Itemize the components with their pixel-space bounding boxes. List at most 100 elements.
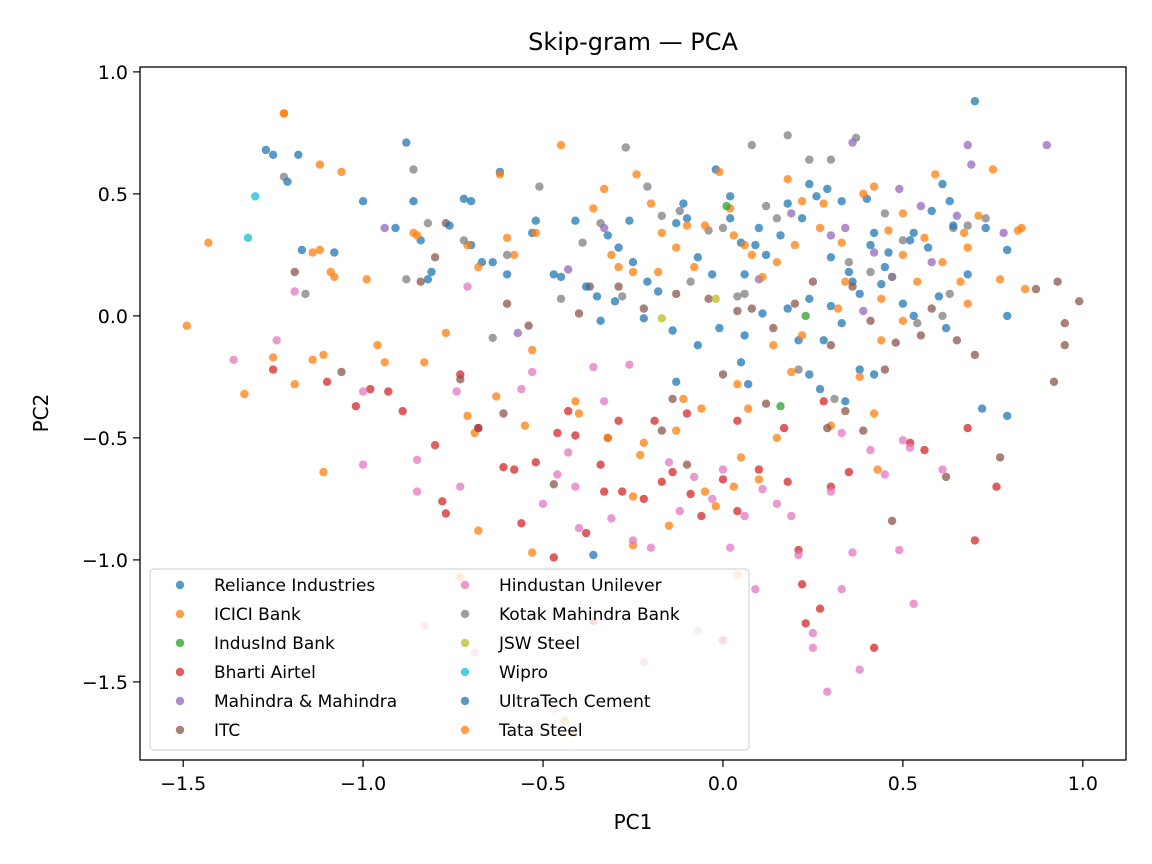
point-series-1-57 xyxy=(290,380,299,389)
point-series-6-32 xyxy=(787,511,796,521)
point-series-10-46 xyxy=(715,323,724,333)
point-series-6-34 xyxy=(808,628,818,638)
point-series-3-27 xyxy=(783,477,792,486)
point-series-10-4 xyxy=(445,221,454,230)
point-series-11-37 xyxy=(636,450,645,460)
y-axis: −1.5 −1.0 −0.5 0.0 0.5 1.0 xyxy=(82,62,140,694)
point-series-2-0 xyxy=(722,201,731,211)
point-series-0-19 xyxy=(682,214,692,223)
x-tick-label: −1.5 xyxy=(160,773,206,795)
point-series-6-19 xyxy=(607,514,616,523)
point-series-0-26 xyxy=(826,253,836,262)
point-series-7-17 xyxy=(733,292,742,301)
point-series-4-3 xyxy=(787,209,796,218)
point-series-11-8 xyxy=(632,170,641,179)
point-series-5-2 xyxy=(416,277,425,286)
point-series-0-2 xyxy=(294,150,303,159)
point-series-3-18 xyxy=(618,487,627,496)
point-series-3-20 xyxy=(657,477,666,486)
point-series-10-18 xyxy=(708,270,717,279)
point-series-11-35 xyxy=(697,404,706,413)
point-series-10-38 xyxy=(898,299,908,308)
point-series-1-54 xyxy=(679,394,688,404)
point-series-5-25 xyxy=(995,453,1005,462)
point-series-0-23 xyxy=(754,223,764,233)
point-series-10-24 xyxy=(805,179,814,189)
point-series-1-62 xyxy=(420,358,429,367)
point-series-3-0 xyxy=(268,365,278,374)
point-series-3-22 xyxy=(686,489,695,499)
point-series-3-45 xyxy=(571,431,580,440)
point-series-7-3 xyxy=(409,165,418,174)
point-series-7-16 xyxy=(718,223,728,233)
legend-label: JSW Steel xyxy=(498,634,580,654)
point-series-6-48 xyxy=(718,465,728,474)
point-series-11-51 xyxy=(787,367,796,377)
point-series-0-30 xyxy=(905,236,915,245)
point-series-11-38 xyxy=(603,433,612,443)
point-series-7-18 xyxy=(747,140,756,150)
point-series-10-9 xyxy=(571,216,580,225)
legend-label: UltraTech Cement xyxy=(499,692,651,712)
legend-label: Wipro xyxy=(499,663,548,683)
point-series-10-15 xyxy=(654,287,663,296)
point-series-7-33 xyxy=(945,289,954,299)
point-series-10-20 xyxy=(740,270,749,279)
point-series-11-19 xyxy=(841,277,850,286)
point-series-1-41 xyxy=(736,453,746,462)
point-series-1-0 xyxy=(204,238,213,247)
point-series-7-20 xyxy=(783,131,792,140)
point-series-5-23 xyxy=(952,336,962,345)
x-axis-label: PC1 xyxy=(614,810,653,834)
point-series-7-36 xyxy=(794,365,803,374)
point-series-5-33 xyxy=(887,516,897,526)
point-series-0-1 xyxy=(268,150,278,159)
point-series-5-20 xyxy=(891,338,900,347)
point-series-1-25 xyxy=(837,238,846,247)
point-series-11-39 xyxy=(571,397,580,406)
point-series-10-43 xyxy=(783,304,792,313)
point-series-7-40 xyxy=(556,294,566,303)
point-series-6-54 xyxy=(837,428,846,438)
point-series-4-10 xyxy=(952,211,962,220)
legend-marker xyxy=(460,725,470,735)
point-series-3-35 xyxy=(920,445,929,455)
point-series-1-17 xyxy=(672,243,681,252)
point-series-3-29 xyxy=(815,604,825,613)
point-series-7-21 xyxy=(805,155,814,164)
point-series-11-47 xyxy=(628,492,638,501)
point-series-3-4 xyxy=(384,387,393,396)
legend-label: Kotak Mahindra Bank xyxy=(499,605,680,625)
y-tick-label: 0.5 xyxy=(98,184,128,206)
point-series-11-23 xyxy=(913,277,922,286)
point-series-5-18 xyxy=(848,282,857,291)
legend-marker xyxy=(175,725,185,735)
point-series-1-12 xyxy=(556,140,566,150)
point-series-6-31 xyxy=(772,499,782,508)
point-series-7-24 xyxy=(851,133,861,142)
point-series-7-26 xyxy=(880,209,890,218)
point-series-6-18 xyxy=(600,397,609,406)
point-series-11-14 xyxy=(740,240,749,250)
point-series-10-45 xyxy=(740,331,749,340)
point-series-10-17 xyxy=(693,253,702,262)
x-tick-label: 1.0 xyxy=(1068,773,1098,795)
point-series-10-33 xyxy=(923,243,933,252)
point-series-11-42 xyxy=(463,411,472,421)
point-series-11-6 xyxy=(589,204,598,213)
point-series-4-14 xyxy=(967,160,976,169)
point-series-7-39 xyxy=(618,292,627,301)
legend-marker xyxy=(175,667,185,677)
point-series-1-53 xyxy=(639,438,648,447)
point-series-11-9 xyxy=(646,199,656,208)
point-series-10-47 xyxy=(693,341,702,350)
point-series-10-31 xyxy=(884,248,893,257)
point-series-7-12 xyxy=(643,182,652,191)
point-series-10-44 xyxy=(758,309,767,318)
point-series-5-21 xyxy=(916,331,926,340)
point-series-11-43 xyxy=(441,328,451,338)
point-series-6-11 xyxy=(528,367,537,377)
point-series-7-11 xyxy=(621,143,630,152)
point-series-11-13 xyxy=(729,231,738,240)
point-series-6-45 xyxy=(905,443,915,452)
